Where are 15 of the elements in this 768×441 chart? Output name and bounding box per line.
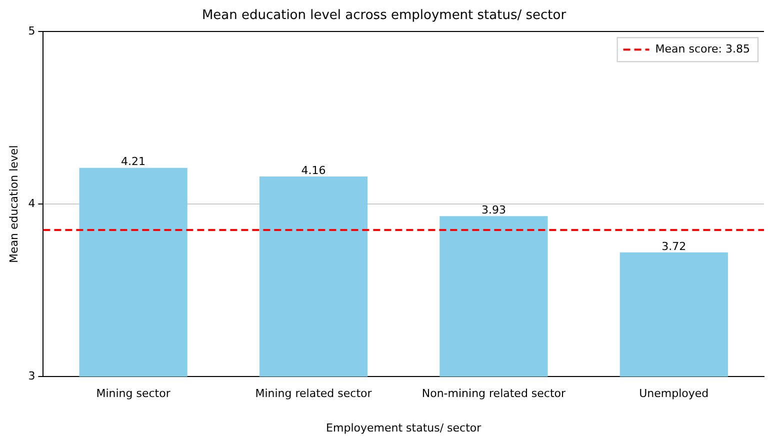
y-tick-label: 3 — [28, 369, 36, 382]
x-tick-label: Mining sector — [96, 387, 171, 400]
legend-label: Mean score: 3.85 — [655, 42, 750, 56]
y-tick-label: 5 — [28, 24, 36, 38]
data-label: 4.21 — [121, 155, 146, 168]
x-tick-label: Non-mining related sector — [422, 387, 566, 400]
chart-title: Mean education level across employment status/ sector — [202, 8, 567, 24]
data-label: 4.16 — [301, 164, 326, 177]
x-tick-label: Unemployed — [639, 387, 709, 400]
data-label: 3.93 — [481, 204, 506, 217]
y-tick-label: 4 — [28, 196, 36, 210]
x-tick-label: Mining related sector — [255, 387, 372, 400]
y-axis-title: Mean education level — [7, 145, 20, 263]
data-label: 3.72 — [662, 240, 686, 253]
x-axis-title: Employement status/ sector — [326, 421, 482, 434]
